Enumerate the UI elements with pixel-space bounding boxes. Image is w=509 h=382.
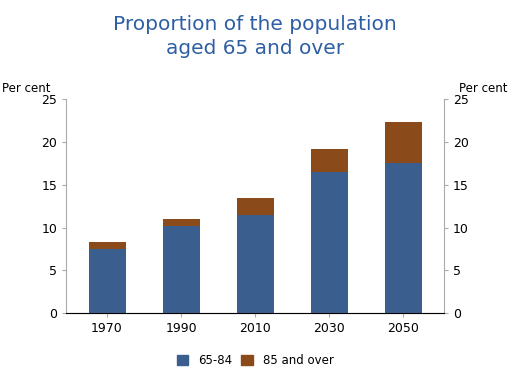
Bar xyxy=(236,198,273,215)
Bar xyxy=(384,122,420,163)
Text: Per cent: Per cent xyxy=(2,82,50,95)
Bar xyxy=(236,215,273,313)
Bar xyxy=(162,226,199,313)
Bar xyxy=(162,219,199,226)
Text: Per cent: Per cent xyxy=(459,82,507,95)
Bar xyxy=(310,172,347,313)
Bar xyxy=(89,249,125,313)
Bar xyxy=(384,163,420,313)
Bar xyxy=(310,149,347,172)
Bar xyxy=(89,242,125,249)
Text: Proportion of the population
aged 65 and over: Proportion of the population aged 65 and… xyxy=(113,15,396,58)
Legend: 65-84, 85 and over: 65-84, 85 and over xyxy=(172,349,337,372)
